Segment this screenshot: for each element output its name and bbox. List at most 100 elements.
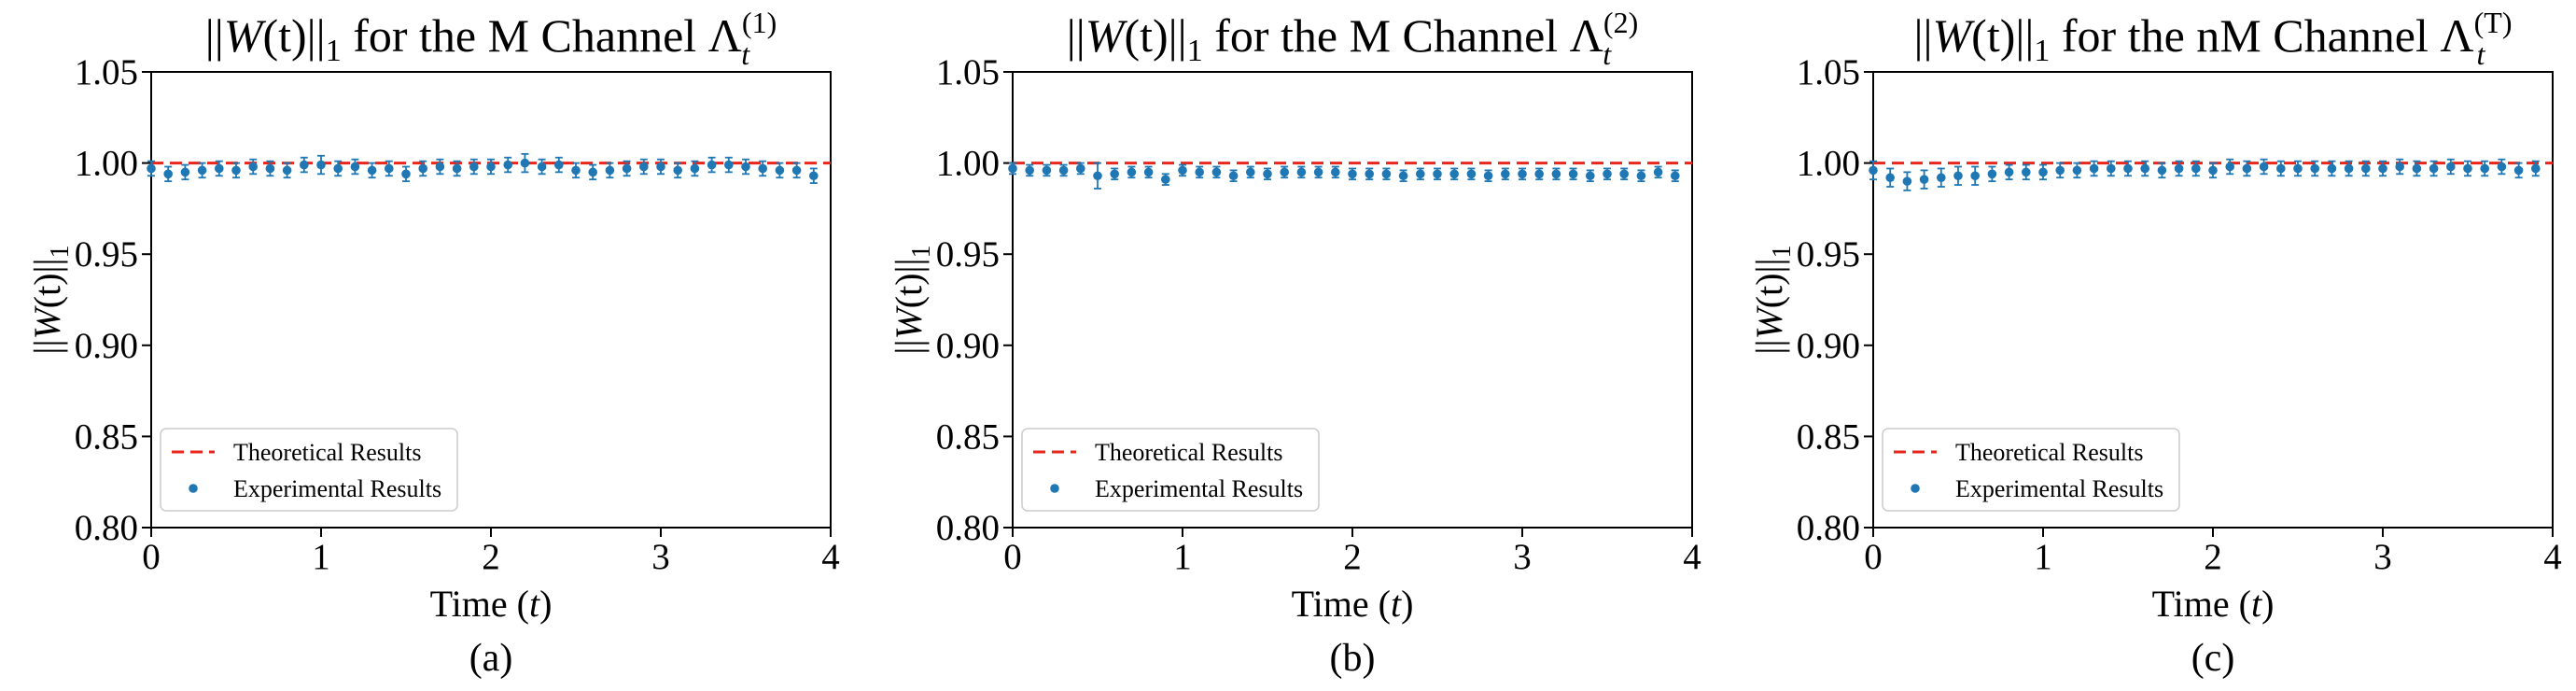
x-tick-label: 0 <box>1003 537 1022 577</box>
data-point <box>1518 167 1527 181</box>
data-point <box>1653 165 1663 179</box>
experiment-marker <box>1987 169 1997 179</box>
experiment-marker <box>486 162 496 172</box>
experiment-marker <box>2140 163 2149 174</box>
data-point <box>1501 167 1510 181</box>
experiment-marker <box>401 169 411 179</box>
data-point <box>418 160 428 177</box>
experiment-marker <box>1161 175 1170 184</box>
data-point <box>367 162 377 179</box>
experiment-marker <box>1869 165 1878 176</box>
experiment-marker <box>622 163 632 174</box>
experiment-marker <box>537 162 547 172</box>
experiment-marker <box>265 163 275 174</box>
data-point <box>2089 160 2099 177</box>
experiment-marker <box>656 162 665 172</box>
y-tick-label: 0.80 <box>1797 508 1860 548</box>
data-point <box>639 158 649 176</box>
data-point <box>1398 169 1408 183</box>
legend-experiment-label: Experimental Results <box>233 475 441 502</box>
experiment-marker <box>2327 163 2337 174</box>
data-point <box>2480 160 2489 177</box>
data-point <box>809 167 819 184</box>
experiment-marker <box>1919 175 1929 184</box>
data-point <box>197 162 207 179</box>
experiment-marker <box>1518 169 1527 179</box>
data-point <box>1280 165 1289 179</box>
experiment-marker <box>1586 171 1595 181</box>
data-point <box>2395 158 2404 176</box>
data-point <box>1058 163 1069 177</box>
data-point <box>1228 169 1239 183</box>
data-point <box>554 156 564 174</box>
data-point <box>622 160 632 177</box>
data-point <box>1619 167 1629 181</box>
experiment-marker <box>1127 167 1137 177</box>
data-point <box>180 163 190 181</box>
experiment-marker <box>2055 165 2065 176</box>
y-tick-label: 0.90 <box>936 326 1000 366</box>
experiment-marker <box>1449 169 1459 179</box>
y-tick-label: 1.05 <box>1797 52 1860 92</box>
experiment-marker <box>503 160 512 170</box>
experiment-marker <box>231 165 241 176</box>
data-point <box>673 162 682 179</box>
y-tick-label: 0.90 <box>75 326 138 366</box>
x-tick-label: 1 <box>312 537 330 577</box>
y-axis-label: ||W(t)||1 <box>26 245 75 354</box>
data-point <box>350 158 360 176</box>
y-tick-label: 0.95 <box>75 234 138 275</box>
experiment-marker <box>2531 163 2541 174</box>
data-point <box>2225 158 2234 176</box>
data-point <box>1143 165 1154 179</box>
experiment-marker <box>248 162 259 172</box>
experiment-marker <box>2191 163 2201 174</box>
legend-box <box>160 428 458 512</box>
x-tick-label: 3 <box>2373 537 2392 577</box>
data-point <box>2513 162 2524 179</box>
data-point <box>2429 160 2439 177</box>
experiment-marker <box>282 165 292 176</box>
data-point <box>1869 160 1878 181</box>
legend-theory-label: Theoretical Results <box>1095 439 1282 466</box>
experiment-marker <box>180 167 190 177</box>
data-point <box>503 156 512 174</box>
data-point <box>385 160 394 177</box>
y-tick-label: 0.80 <box>936 508 1000 548</box>
data-point <box>1636 169 1646 183</box>
data-point <box>2191 160 2201 177</box>
experiment-marker <box>1603 169 1612 179</box>
data-point <box>537 158 547 176</box>
experiment-marker <box>2497 162 2507 172</box>
experiment-marker <box>1568 169 1578 179</box>
data-point <box>2497 158 2507 176</box>
x-tick-label: 1 <box>1173 537 1192 577</box>
experiment-marker <box>1110 169 1119 179</box>
chart-title: ||W(t)||1 for the M Channel Λ(1) t <box>205 6 777 71</box>
x-tick-label: 4 <box>821 537 840 577</box>
y-axis-label: ||W(t)||1 <box>1748 245 1797 354</box>
experiment-marker <box>571 165 581 176</box>
data-point <box>1953 165 1963 186</box>
data-point <box>2412 160 2422 177</box>
data-point <box>469 158 479 176</box>
data-point <box>1127 165 1137 179</box>
experiment-marker <box>452 163 462 174</box>
experiment-marker <box>2412 163 2422 174</box>
experiment-marker <box>1313 167 1323 177</box>
data-point <box>2446 158 2456 176</box>
experiment-marker <box>1296 167 1307 177</box>
data-point <box>1178 163 1187 177</box>
data-point <box>1365 167 1374 181</box>
data-point <box>2310 160 2319 177</box>
experiment-marker <box>2429 163 2439 174</box>
y-tick-label: 1.00 <box>1797 144 1860 184</box>
experiment-marker <box>741 162 750 172</box>
experiment-marker <box>1501 169 1510 179</box>
subfigure-label: (b) <box>1330 637 1376 680</box>
legend-experiment-label: Experimental Results <box>1095 475 1303 502</box>
data-point <box>1331 165 1340 179</box>
experiment-marker <box>1025 165 1034 176</box>
y-tick-label: 0.85 <box>936 416 1000 457</box>
